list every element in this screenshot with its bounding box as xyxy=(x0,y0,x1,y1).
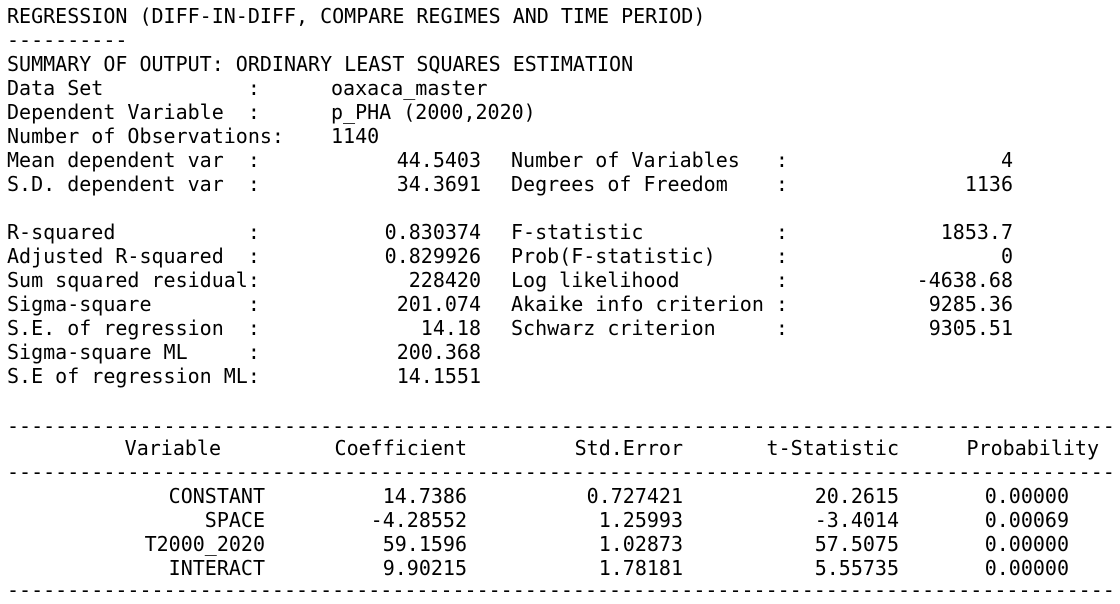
stat-right-value: 1853.7 xyxy=(940,220,1013,244)
stat-right-label: Degrees of Freedom : xyxy=(511,172,788,196)
stat-right-label: F-statistic : xyxy=(511,220,788,244)
dependent-variable-value: p_PHA (2000,2020) xyxy=(331,100,536,124)
stat-value: 14.1551 xyxy=(396,364,481,388)
table-bottom-divider: ----------------------------------------… xyxy=(7,578,1115,602)
stat-row: Mean dependent var : 44.5403 Number of Var… xyxy=(7,148,1107,172)
stat-right-label: Akaike info criterion : xyxy=(511,292,788,316)
coefficient-value: 14.7386 xyxy=(382,484,467,508)
probability-value: 0.00000 xyxy=(984,556,1069,580)
table-row: T2000_2020 59.1596 1.02873 57.5075 0.00000 xyxy=(7,532,1115,556)
variable-name: SPACE xyxy=(204,508,265,532)
std-error-value: 0.727421 xyxy=(586,484,683,508)
dependent-variable-row: Dependent Variable : p_PHA (2000,2020) xyxy=(7,100,1107,124)
stat-value: 0.830374 xyxy=(384,220,481,244)
variable-name: T2000_2020 xyxy=(144,532,265,556)
stat-right-label: Number of Variables : xyxy=(511,148,788,172)
summary-heading: SUMMARY OF OUTPUT: ORDINARY LEAST SQUARE… xyxy=(7,52,634,76)
observations-value: 1140 xyxy=(331,124,380,148)
coefficient-value: -4.28552 xyxy=(370,508,467,532)
table-header-row: Variable Coefficient Std.Error t-Statist… xyxy=(7,436,1115,460)
stat-right-value: 9305.51 xyxy=(928,316,1013,340)
observations-label: Number of Observations: xyxy=(7,124,284,148)
stat-row: Adjusted R-squared : 0.829926 Prob(F-stati… xyxy=(7,244,1107,268)
stat-right-label: Log likelihood : xyxy=(511,268,788,292)
stat-right-value: -4638.68 xyxy=(916,268,1013,292)
variable-name: CONSTANT xyxy=(168,484,265,508)
stat-value: 44.5403 xyxy=(396,148,481,172)
variable-name: INTERACT xyxy=(168,556,265,580)
table-row: CONSTANT 14.7386 0.727421 20.2615 0.00000 xyxy=(7,484,1115,508)
coefficient-value: 59.1596 xyxy=(382,532,467,556)
coefficient-value: 9.90215 xyxy=(382,556,467,580)
short-divider: ---------- xyxy=(7,28,128,52)
stat-label: Mean dependent var : xyxy=(7,148,260,172)
header-variable: Variable xyxy=(124,436,221,460)
stat-row: Sigma-square : 201.074 Akaike info criteri… xyxy=(7,292,1107,316)
dependent-variable-label: Dependent Variable : xyxy=(7,100,260,124)
stat-label: Sigma-square ML : xyxy=(7,340,260,364)
stat-value: 200.368 xyxy=(396,340,481,364)
stat-row: S.E. of regression : 14.18 Schwarz criteri… xyxy=(7,316,1107,340)
stat-label: Sum squared residual: xyxy=(7,268,260,292)
stat-label: Sigma-square : xyxy=(7,292,260,316)
std-error-value: 1.25993 xyxy=(598,508,683,532)
header-probability: Probability xyxy=(966,436,1099,460)
report-title: REGRESSION (DIFF-IN-DIFF, COMPARE REGIME… xyxy=(7,4,706,28)
stat-value: 228420 xyxy=(408,268,481,292)
stat-label: Adjusted R-squared : xyxy=(7,244,260,268)
header-coefficient: Coefficient xyxy=(334,436,467,460)
std-error-value: 1.78181 xyxy=(598,556,683,580)
table-row: SPACE -4.28552 1.25993 -3.4014 0.00069 xyxy=(7,508,1115,532)
stat-right-value: 1136 xyxy=(964,172,1013,196)
stat-row: R-squared : 0.830374 F-statistic : 1853.7 xyxy=(7,220,1107,244)
stat-value: 0.829926 xyxy=(384,244,481,268)
header-t-statistic: t-Statistic xyxy=(766,436,899,460)
table-header-divider: ----------------------------------------… xyxy=(7,460,1115,484)
stat-right-value xyxy=(807,340,1013,364)
data-set-row: Data Set : oaxaca_master xyxy=(7,76,1107,100)
t-statistic-value: 20.2615 xyxy=(814,484,899,508)
stat-label: R-squared : xyxy=(7,220,260,244)
probability-value: 0.00000 xyxy=(984,532,1069,556)
header-std-error: Std.Error xyxy=(574,436,683,460)
observations-row: Number of Observations: 1140 xyxy=(7,124,1107,148)
stat-right-value: 0 xyxy=(1000,244,1013,268)
data-set-value: oaxaca_master xyxy=(331,76,488,100)
t-statistic-value: -3.4014 xyxy=(814,508,899,532)
stat-row: S.D. dependent var : 34.3691 Degrees of Fr… xyxy=(7,172,1107,196)
stat-value: 201.074 xyxy=(396,292,481,316)
data-set-label: Data Set : xyxy=(7,76,260,100)
t-statistic-value: 57.5075 xyxy=(814,532,899,556)
table-row: INTERACT 9.90215 1.78181 5.55735 0.00000 xyxy=(7,556,1115,580)
std-error-value: 1.02873 xyxy=(598,532,683,556)
table-top-divider: ----------------------------------------… xyxy=(7,414,1115,438)
t-statistic-value: 5.55735 xyxy=(814,556,899,580)
stat-label: S.E of regression ML: xyxy=(7,364,260,388)
stat-right-label: Prob(F-statistic) : xyxy=(511,244,788,268)
stat-label: S.E. of regression : xyxy=(7,316,260,340)
stat-right-value: 4 xyxy=(1000,148,1013,172)
stat-value: 14.18 xyxy=(420,316,481,340)
stat-row: S.E of regression ML: 14.1551 xyxy=(7,364,1107,388)
stat-right-label: Schwarz criterion : xyxy=(511,316,788,340)
stat-value: 34.3691 xyxy=(396,172,481,196)
probability-value: 0.00069 xyxy=(984,508,1069,532)
stat-row: Sigma-square ML : 200.368 xyxy=(7,340,1107,364)
stat-row: Sum squared residual: 228420 Log likelihoo… xyxy=(7,268,1107,292)
probability-value: 0.00000 xyxy=(984,484,1069,508)
stat-right-value: 9285.36 xyxy=(928,292,1013,316)
stat-right-value xyxy=(807,364,1013,388)
stat-label: S.D. dependent var : xyxy=(7,172,260,196)
